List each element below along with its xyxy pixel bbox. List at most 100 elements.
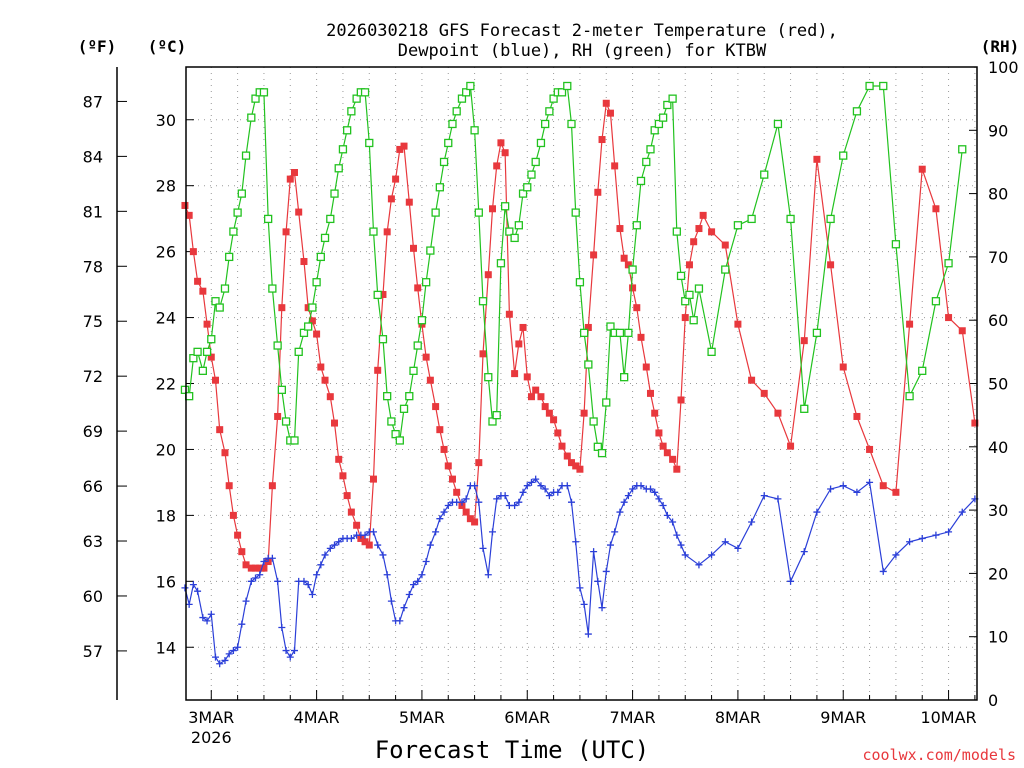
rh-point: [436, 184, 443, 191]
rh-point: [295, 348, 302, 355]
temperature-point: [445, 462, 452, 469]
dewpoint-point: [278, 624, 285, 631]
temperature-point: [480, 350, 487, 357]
temperature-point: [734, 321, 741, 328]
dewpoint-point: [370, 528, 377, 535]
x-axis-title: Forecast Time (UTC): [375, 736, 650, 764]
fahrenheit-tick-label: 63: [83, 532, 103, 551]
temperature-point: [611, 162, 618, 169]
rh-line: [185, 86, 962, 453]
rh-point: [278, 386, 285, 393]
rh-point: [423, 279, 430, 286]
fahrenheit-tick-label: 87: [83, 92, 103, 111]
temperature-point: [226, 482, 233, 489]
dewpoint-point: [576, 584, 583, 591]
celsius-tick-label: 22: [156, 375, 176, 394]
rh-tick-label: 0: [988, 691, 998, 710]
rh-point: [686, 291, 693, 298]
temperature-point: [621, 255, 628, 262]
temperature-point: [511, 370, 518, 377]
rh-point: [813, 329, 820, 336]
rh-point: [467, 82, 474, 89]
rh-point: [366, 139, 373, 146]
fahrenheit-tick-label: 78: [83, 257, 103, 276]
temperature-point: [708, 228, 715, 235]
celsius-tick-label: 24: [156, 309, 176, 328]
rh-point: [265, 215, 272, 222]
rh-point: [274, 342, 281, 349]
temperature-point: [524, 373, 531, 380]
x-tick-label: 3MAR: [188, 708, 234, 727]
rh-point: [734, 222, 741, 229]
temperature-point: [449, 476, 456, 483]
dewpoint-point: [813, 509, 820, 516]
rh-point: [344, 127, 351, 134]
rh-point: [475, 209, 482, 216]
axes: 1416182022242628305760636669727578818487…: [83, 58, 1019, 747]
rh-point: [374, 291, 381, 298]
dewpoint-point: [748, 518, 755, 525]
temperature-point: [669, 456, 676, 463]
temperature-point: [194, 278, 201, 285]
temperature-point: [678, 396, 685, 403]
rh-point: [243, 152, 250, 159]
temperature-point: [564, 453, 571, 460]
dewpoint-point: [554, 489, 561, 496]
dewpoint-point: [638, 482, 645, 489]
temperature-point: [295, 209, 302, 216]
rh-point: [643, 158, 650, 165]
dewpoint-point: [673, 532, 680, 539]
dewpoint-point: [774, 495, 781, 502]
dewpoint-point: [520, 489, 527, 496]
rh-point: [370, 228, 377, 235]
rh-point: [208, 336, 215, 343]
rh-tick-label: 80: [988, 185, 1008, 204]
celsius-tick-label: 18: [156, 506, 176, 525]
dewpoint-point: [590, 548, 597, 555]
dewpoint-point: [678, 542, 685, 549]
dewpoint-point: [313, 571, 320, 578]
rh-point: [621, 374, 628, 381]
rh-tick-label: 20: [988, 564, 1008, 583]
rh-tick-label: 70: [988, 248, 1008, 267]
rh-point: [945, 260, 952, 267]
rh-tick-label: 30: [988, 501, 1008, 520]
temperature-point: [599, 136, 606, 143]
temperature-point: [581, 410, 588, 417]
temperature-point: [880, 482, 887, 489]
dewpoint-point: [212, 654, 219, 661]
rh-point: [629, 266, 636, 273]
rh-tick-label: 10: [988, 628, 1008, 647]
temperature-point: [722, 242, 729, 249]
temperature-point: [414, 284, 421, 291]
temperature-point: [932, 205, 939, 212]
rh-point: [647, 146, 654, 153]
temperature-point: [204, 321, 211, 328]
temperature-point: [813, 156, 820, 163]
temperature-point: [590, 251, 597, 258]
rh-point: [335, 165, 342, 172]
rh-point: [502, 203, 509, 210]
rh-point: [959, 146, 966, 153]
dewpoint-point: [406, 591, 413, 598]
rh-point: [546, 108, 553, 115]
temperature-point: [660, 443, 667, 450]
temperature-point: [700, 212, 707, 219]
temperature-point: [274, 413, 281, 420]
temperature-point: [388, 195, 395, 202]
rh-point: [722, 266, 729, 273]
x-tick-sublabel: 2026: [191, 728, 232, 747]
temperature-point: [300, 258, 307, 265]
temperature-point: [436, 426, 443, 433]
rh-point: [291, 437, 298, 444]
temperature-point: [532, 387, 539, 394]
temperature-point: [221, 449, 228, 456]
rh-point: [348, 108, 355, 115]
dewpoint-point: [396, 617, 403, 624]
rh-point: [678, 272, 685, 279]
rh-point: [260, 89, 267, 96]
rh-point: [633, 222, 640, 229]
dewpoint-point: [568, 499, 575, 506]
dewpoint-point: [283, 647, 290, 654]
fahrenheit-tick-label: 69: [83, 422, 103, 441]
